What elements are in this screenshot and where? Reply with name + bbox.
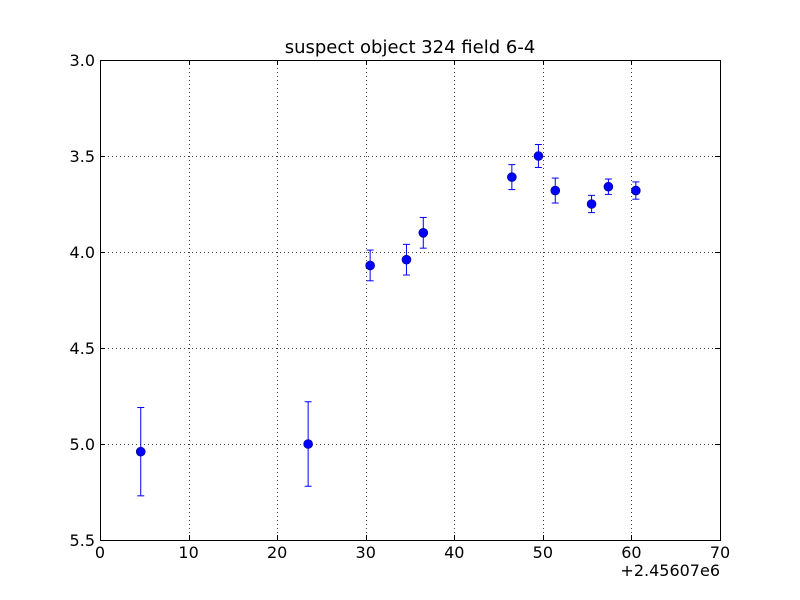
x-tick-label: 20: [267, 543, 287, 562]
data-layer: [135, 143, 641, 497]
data-point: [603, 181, 614, 192]
y-tick-label: 5.5: [70, 531, 95, 550]
data-point: [418, 228, 429, 238]
x-tick-label: 70: [710, 543, 730, 562]
y-tick-label: 5.0: [70, 435, 95, 454]
y-tick-label: 4.5: [70, 339, 95, 358]
y-tick-label: 3.5: [70, 147, 95, 166]
data-point: [631, 185, 641, 196]
data-point: [533, 151, 544, 161]
data-point: [550, 185, 561, 196]
chart-title: suspect object 324 field 6-4: [285, 37, 536, 58]
data-point: [586, 199, 597, 209]
x-tick-label: 10: [178, 543, 198, 562]
x-tick-label: 30: [356, 543, 376, 562]
x-tick-label: 60: [621, 543, 641, 562]
data-point: [401, 254, 412, 265]
x-axis-offset-label: +2.45607e6: [620, 561, 720, 580]
plot-area-frame: [100, 60, 721, 541]
y-tick-label: 4.0: [70, 243, 95, 262]
tick-layer: [100, 60, 721, 541]
data-point: [507, 172, 517, 182]
data-point: [365, 260, 375, 271]
label-layer: 0 10 20 30 40 50 60 70 3.0 3.5 4.0 4.5 5.0 5.5: [70, 51, 731, 562]
grid-layer: [100, 60, 720, 540]
x-tick-label: 50: [533, 543, 553, 562]
data-point: [135, 446, 146, 457]
x-tick-label: 0: [95, 543, 105, 562]
y-tick-label: 3.0: [70, 51, 95, 70]
x-tick-label: 40: [444, 543, 464, 562]
data-point: [303, 439, 313, 449]
